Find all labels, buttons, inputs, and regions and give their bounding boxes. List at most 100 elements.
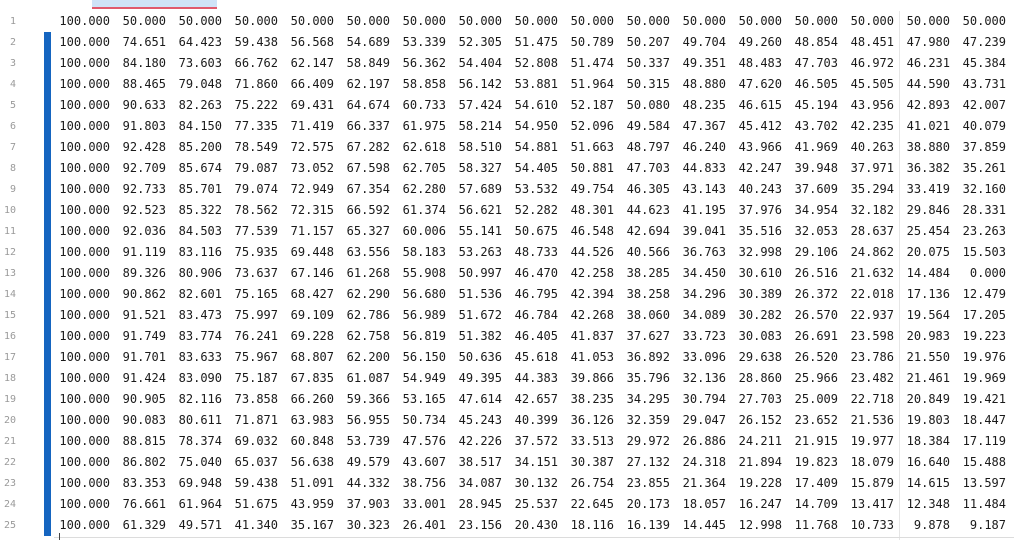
value-cell: 37.609 xyxy=(794,182,838,196)
editor-line[interactable]: 11 100.000 92.036 84.503 77.539 71.157 65.327 6… xyxy=(0,221,1014,242)
line-number: 11 xyxy=(3,226,16,237)
editor-line[interactable]: 21 100.000 88.815 78.374 69.032 60.848 53.739 4… xyxy=(0,431,1014,452)
value-cell: 47.703 xyxy=(794,56,838,70)
value-cell: 19.976 xyxy=(962,350,1006,364)
value-cell: 69.448 xyxy=(290,245,334,259)
text-editor[interactable]: 1 100.000 50.000 50.000 50.000 50.000 50.000 50… xyxy=(0,11,1014,540)
value-cell: 61.964 xyxy=(178,497,222,511)
editor-line[interactable]: 7 100.000 92.428 85.200 78.549 72.575 67.282 62… xyxy=(0,137,1014,158)
value-cell: 50.000 xyxy=(738,14,782,28)
value-cell: 38.285 xyxy=(626,266,670,280)
line-number: 5 xyxy=(9,100,16,111)
line-values: 100.000 89.326 80.906 73.637 67.146 61.268 55.… xyxy=(54,263,1006,284)
value-cell: 38.235 xyxy=(570,392,614,406)
editor-line[interactable]: 17 100.000 91.701 83.633 75.967 68.807 62.200 5… xyxy=(0,347,1014,368)
line-values: 100.000 91.521 83.473 75.997 69.109 62.786 56.… xyxy=(54,305,1006,326)
value-cell: 100.000 xyxy=(59,224,110,238)
value-cell: 50.207 xyxy=(626,35,670,49)
value-cell: 25.454 xyxy=(906,224,950,238)
value-cell: 52.282 xyxy=(514,203,558,217)
value-cell: 43.956 xyxy=(850,98,894,112)
editor-line[interactable]: 25 100.000 61.329 49.571 41.340 35.167 30.323 2… xyxy=(0,515,1014,536)
text-cursor xyxy=(59,533,60,540)
value-cell: 0.000 xyxy=(969,266,1006,280)
value-cell: 41.053 xyxy=(570,350,614,364)
value-cell: 41.340 xyxy=(234,518,278,532)
line-values: 100.000 90.905 82.116 73.858 66.260 59.366 53.… xyxy=(54,389,1006,410)
editor-line[interactable]: 1 100.000 50.000 50.000 50.000 50.000 50.000 50… xyxy=(0,11,1014,32)
value-cell: 21.894 xyxy=(738,455,782,469)
value-cell: 34.296 xyxy=(682,287,726,301)
value-cell: 12.479 xyxy=(962,287,1006,301)
value-cell: 85.701 xyxy=(178,182,222,196)
value-cell: 40.566 xyxy=(626,245,670,259)
editor-line[interactable]: 4 100.000 88.465 79.048 71.860 66.409 62.197 58… xyxy=(0,74,1014,95)
editor-line[interactable]: 22 100.000 86.802 75.040 65.037 56.638 49.579 4… xyxy=(0,452,1014,473)
editor-line[interactable]: 20 100.000 90.083 80.611 71.871 63.983 56.955 5… xyxy=(0,410,1014,431)
value-cell: 82.601 xyxy=(178,287,222,301)
value-cell: 43.959 xyxy=(290,497,334,511)
value-cell: 42.657 xyxy=(514,392,558,406)
editor-line[interactable]: 6 100.000 91.803 84.150 77.335 71.419 66.337 61… xyxy=(0,116,1014,137)
value-cell: 29.106 xyxy=(794,245,838,259)
value-cell: 56.638 xyxy=(290,455,334,469)
value-cell: 100.000 xyxy=(59,140,110,154)
value-cell: 73.052 xyxy=(290,161,334,175)
value-cell: 30.794 xyxy=(682,392,726,406)
line-number: 8 xyxy=(9,163,16,174)
editor-line[interactable]: 24 100.000 76.661 61.964 51.675 43.959 37.903 3… xyxy=(0,494,1014,515)
value-cell: 30.610 xyxy=(738,266,782,280)
value-cell: 53.739 xyxy=(346,434,390,448)
value-cell: 37.859 xyxy=(962,140,1006,154)
value-cell: 80.611 xyxy=(178,413,222,427)
value-cell: 47.620 xyxy=(738,77,782,91)
value-cell: 48.880 xyxy=(682,77,726,91)
value-cell: 13.597 xyxy=(962,476,1006,490)
value-cell: 14.615 xyxy=(906,476,950,490)
editor-line[interactable]: 23 100.000 83.353 69.948 59.438 51.091 44.332 3… xyxy=(0,473,1014,494)
editor-line[interactable]: 16 100.000 91.749 83.774 76.241 69.228 62.758 5… xyxy=(0,326,1014,347)
value-cell: 62.290 xyxy=(346,287,390,301)
editor-line[interactable]: 19 100.000 90.905 82.116 73.858 66.260 59.366 5… xyxy=(0,389,1014,410)
line-number: 12 xyxy=(3,247,16,258)
editor-line[interactable]: 18 100.000 91.424 83.090 75.187 67.835 61.087 5… xyxy=(0,368,1014,389)
value-cell: 53.532 xyxy=(514,182,558,196)
value-cell: 85.200 xyxy=(178,140,222,154)
editor-line[interactable]: 8 100.000 92.709 85.674 79.087 73.052 67.598 62… xyxy=(0,158,1014,179)
value-cell: 69.109 xyxy=(290,308,334,322)
value-cell: 39.948 xyxy=(794,161,838,175)
editor-line[interactable]: 5 100.000 90.633 82.263 75.222 69.431 64.674 60… xyxy=(0,95,1014,116)
value-cell: 48.854 xyxy=(794,35,838,49)
line-values: 100.000 83.353 69.948 59.438 51.091 44.332 38.… xyxy=(54,473,1006,494)
value-cell: 77.539 xyxy=(234,224,278,238)
editor-line[interactable]: 13 100.000 89.326 80.906 73.637 67.146 61.268 5… xyxy=(0,263,1014,284)
value-cell: 42.226 xyxy=(458,434,502,448)
editor-line[interactable]: 9 100.000 92.733 85.701 79.074 72.949 67.354 62… xyxy=(0,179,1014,200)
editor-line[interactable]: 10 100.000 92.523 85.322 78.562 72.315 66.592 6… xyxy=(0,200,1014,221)
line-values: 100.000 88.465 79.048 71.860 66.409 62.197 58.… xyxy=(54,74,1006,95)
active-tab-indicator[interactable] xyxy=(92,0,217,9)
value-cell: 11.484 xyxy=(962,497,1006,511)
value-cell: 66.409 xyxy=(290,77,334,91)
value-cell: 41.195 xyxy=(682,203,726,217)
value-cell: 82.116 xyxy=(178,392,222,406)
line-number: 6 xyxy=(9,121,16,132)
value-cell: 19.969 xyxy=(962,371,1006,385)
value-cell: 91.424 xyxy=(122,371,166,385)
editor-line[interactable]: 14 100.000 90.862 82.601 75.165 68.427 62.290 5… xyxy=(0,284,1014,305)
value-cell: 34.954 xyxy=(794,203,838,217)
value-cell: 50.789 xyxy=(570,35,614,49)
value-cell: 46.240 xyxy=(682,140,726,154)
editor-line[interactable]: 3 100.000 84.180 73.603 66.762 62.147 58.849 56… xyxy=(0,53,1014,74)
value-cell: 78.562 xyxy=(234,203,278,217)
value-cell: 40.263 xyxy=(850,140,894,154)
editor-line[interactable]: 2 100.000 74.651 64.423 59.438 56.568 54.689 53… xyxy=(0,32,1014,53)
value-cell: 36.126 xyxy=(570,413,614,427)
value-cell: 90.083 xyxy=(122,413,166,427)
value-cell: 35.294 xyxy=(850,182,894,196)
value-cell: 43.731 xyxy=(962,77,1006,91)
value-cell: 83.633 xyxy=(178,350,222,364)
editor-line[interactable]: 12 100.000 91.119 83.116 75.935 69.448 63.556 5… xyxy=(0,242,1014,263)
value-cell: 71.871 xyxy=(234,413,278,427)
editor-line[interactable]: 15 100.000 91.521 83.473 75.997 69.109 62.786 5… xyxy=(0,305,1014,326)
